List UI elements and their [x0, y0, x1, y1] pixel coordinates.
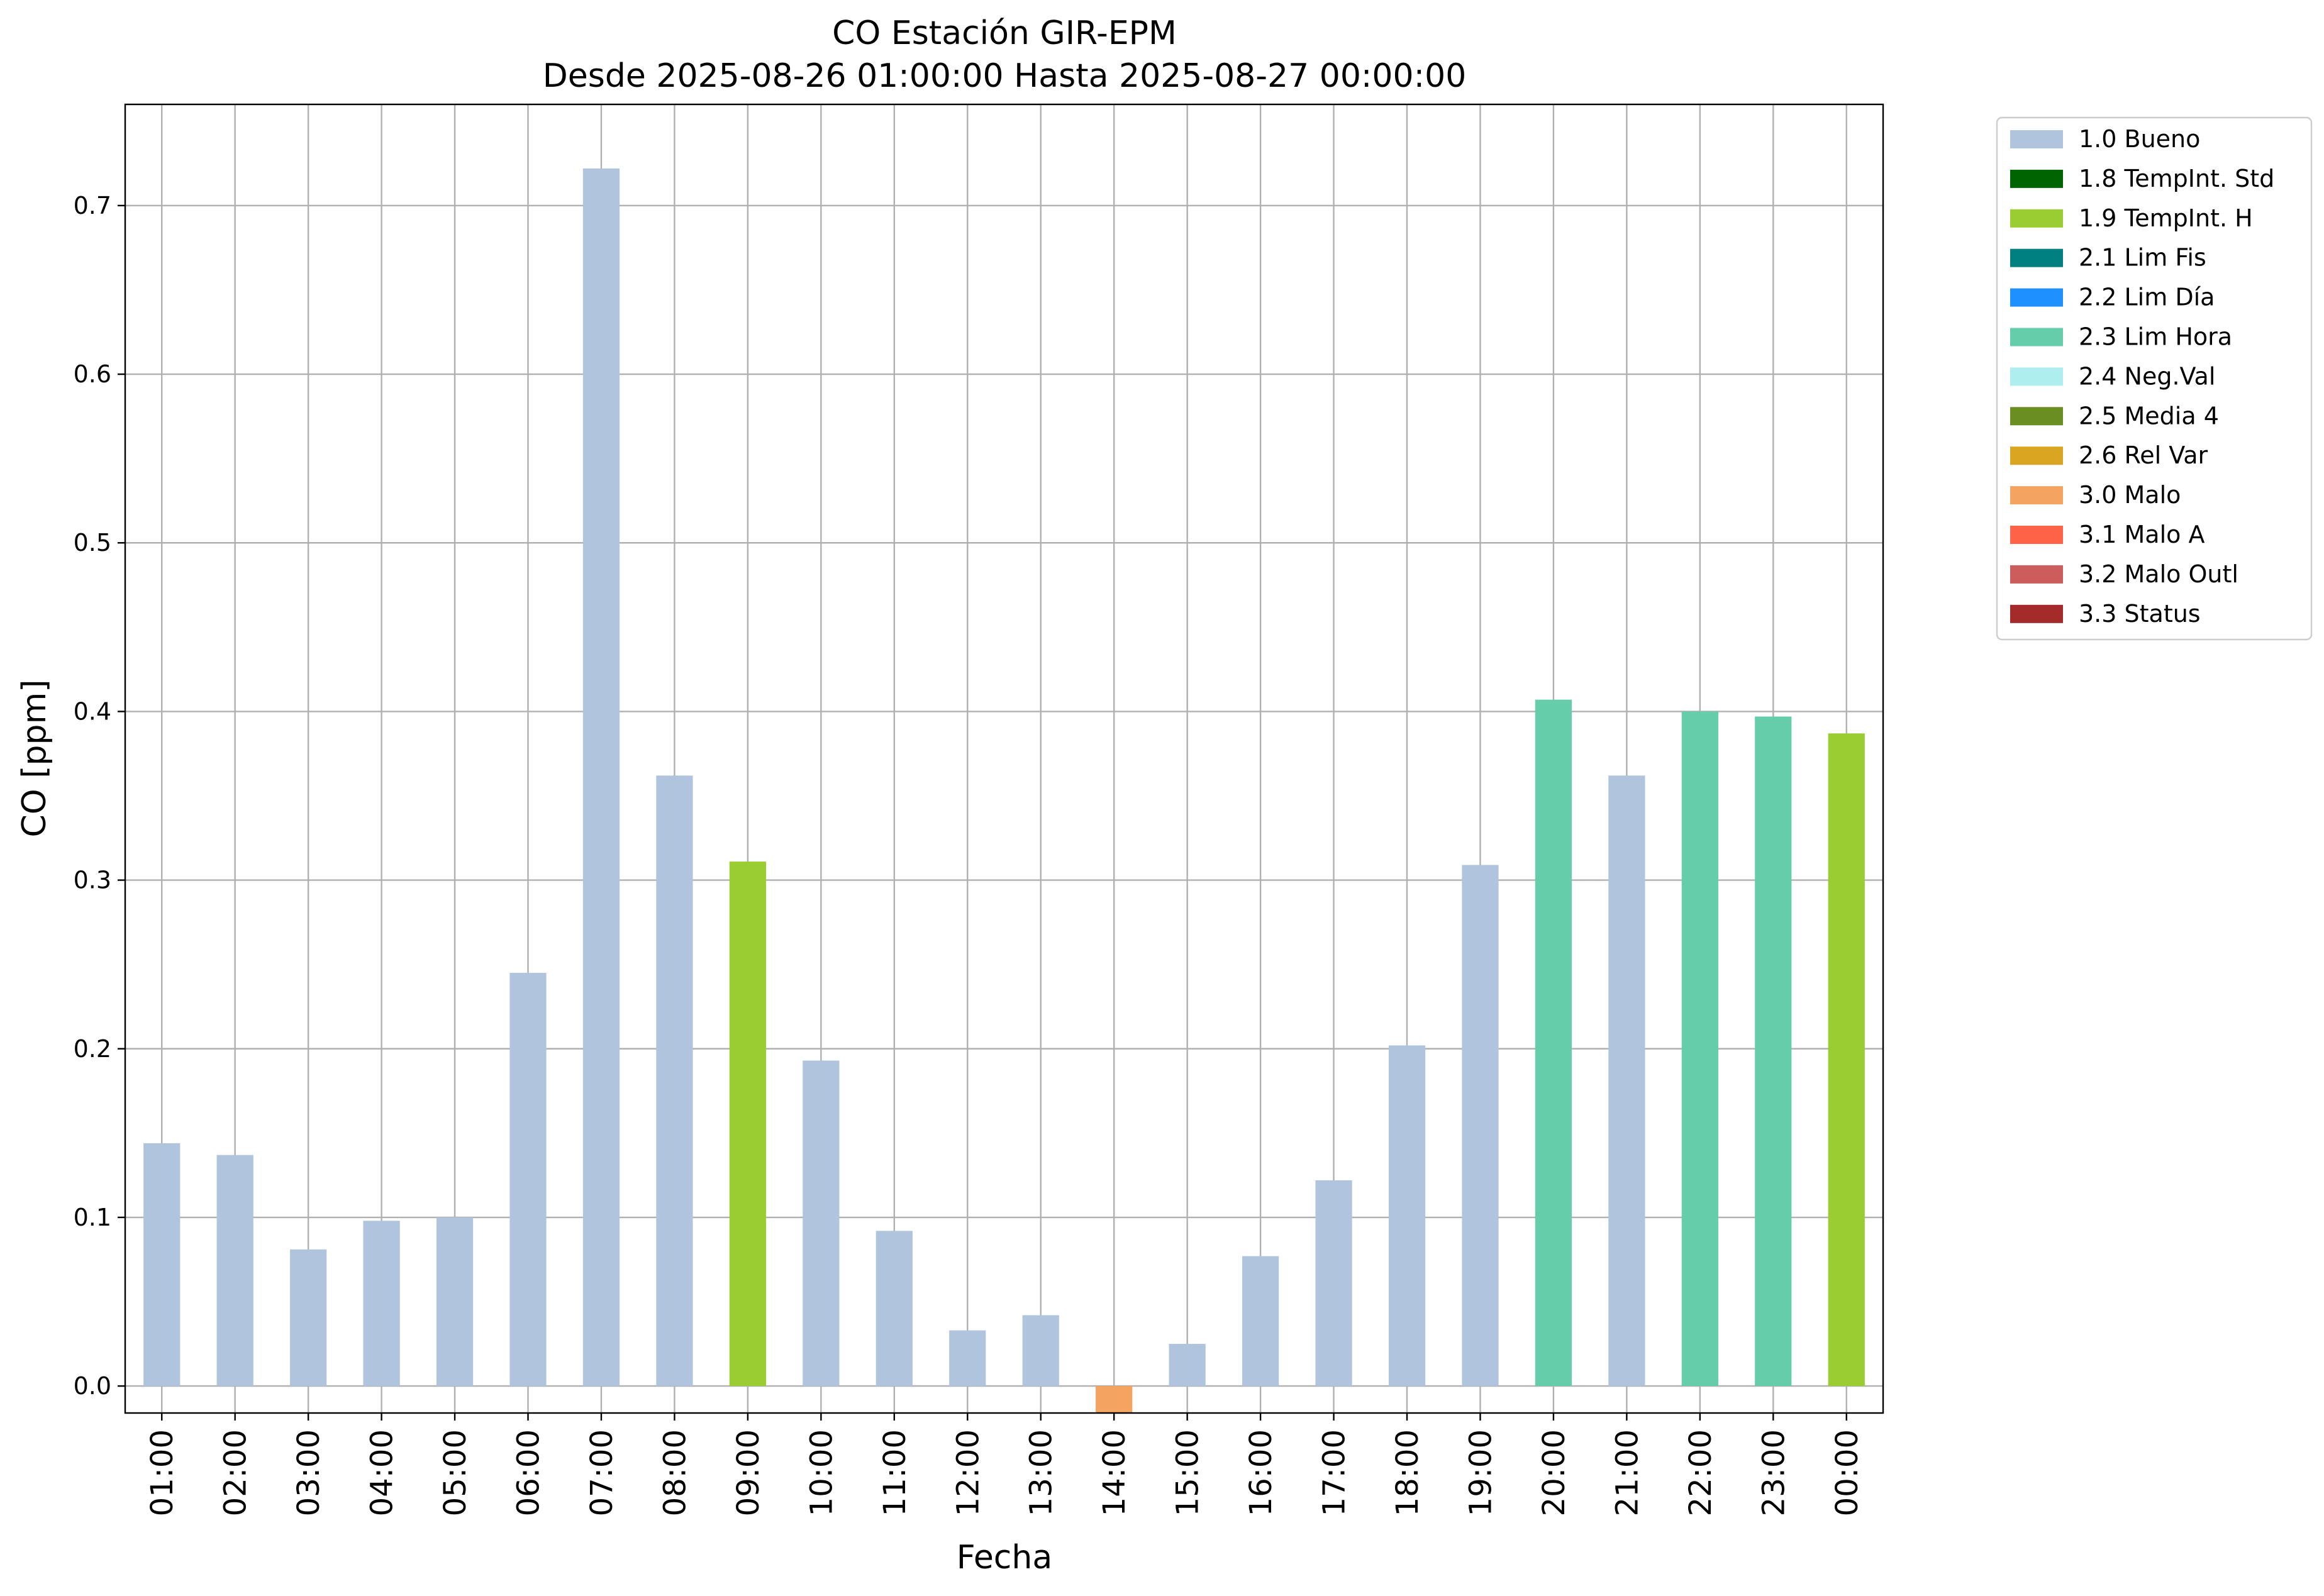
bar-1600 — [1242, 1256, 1279, 1387]
plot-frame — [124, 103, 1884, 1414]
bar-1100 — [876, 1231, 913, 1387]
x-tick-label: 17:00 — [1317, 1429, 1352, 1516]
y-tick-label: 0.4 — [74, 697, 111, 725]
y-tick-label: 0.6 — [74, 360, 111, 388]
bar-0100 — [143, 1143, 181, 1387]
y-tick-label: 0.1 — [74, 1204, 111, 1231]
legend-frame — [1996, 116, 2313, 641]
y-axis-label: CO [ppm] — [16, 679, 53, 837]
legend-label: 2.6 Rel Var — [2079, 441, 2208, 469]
legend-swatch — [2010, 288, 2063, 307]
legend-swatch — [2010, 248, 2063, 267]
legend-label: 3.2 Malo Outl — [2079, 560, 2238, 588]
legend-swatch — [2010, 169, 2063, 188]
bar-2100 — [1608, 775, 1645, 1387]
legend-label: 2.1 Lim Fis — [2079, 244, 2206, 272]
legend-label: 3.3 Status — [2079, 600, 2201, 628]
bar-0300 — [290, 1249, 327, 1387]
legend-swatch — [2010, 130, 2063, 148]
bar-0900 — [729, 862, 767, 1387]
x-tick-label: 11:00 — [877, 1429, 913, 1516]
legend-label: 3.1 Malo A — [2079, 521, 2204, 548]
x-tick-label: 14:00 — [1097, 1429, 1132, 1516]
legend-label: 3.0 Malo — [2079, 481, 2181, 509]
bar-0400 — [363, 1221, 400, 1387]
x-tick-label: 06:00 — [511, 1429, 547, 1516]
bar-1700 — [1315, 1180, 1352, 1387]
x-tick-label: 10:00 — [804, 1429, 839, 1516]
y-tick-label: 0.5 — [74, 529, 111, 557]
y-tick-label: 0.3 — [74, 867, 111, 894]
x-tick-label: 15:00 — [1170, 1429, 1206, 1516]
x-tick-label: 05:00 — [438, 1429, 473, 1516]
legend-swatch — [2010, 486, 2063, 505]
legend: 1.0 Bueno 1.8 TempInt. Std 1.9 TempInt. H 2… — [1996, 116, 2313, 641]
legend-swatch — [2010, 526, 2063, 544]
chart-subtitle: Desde 2025-08-26 01:00:00 Hasta 2025-08-… — [543, 57, 1467, 95]
x-tick-label: 00:00 — [1830, 1429, 1865, 1516]
legend-swatch — [2010, 604, 2063, 623]
bar-1200 — [949, 1330, 986, 1387]
bar-1300 — [1022, 1315, 1059, 1387]
y-tick-label: 0.0 — [74, 1372, 111, 1400]
legend-label: 2.4 Neg.Val — [2079, 362, 2215, 390]
x-tick-label: 22:00 — [1683, 1429, 1718, 1516]
bar-0700 — [582, 168, 620, 1387]
x-tick-label: 20:00 — [1537, 1429, 1572, 1516]
legend-swatch — [2010, 209, 2063, 228]
bar-2200 — [1681, 711, 1718, 1387]
x-tick-label: 08:00 — [657, 1429, 692, 1516]
chart-title: CO Estación GIR-EPM — [832, 14, 1177, 52]
legend-swatch — [2010, 407, 2063, 426]
bar-1900 — [1462, 865, 1499, 1387]
bar-0000 — [1828, 733, 1865, 1387]
x-tick-label: 19:00 — [1463, 1429, 1498, 1516]
legend-label: 2.5 Media 4 — [2079, 402, 2219, 429]
x-tick-label: 12:00 — [950, 1429, 986, 1516]
bars-layer — [143, 168, 1865, 1413]
legend-swatch — [2010, 565, 2063, 584]
x-tick-label: 01:00 — [145, 1429, 180, 1516]
x-tick-label: 16:00 — [1243, 1429, 1279, 1516]
x-tick-label: 02:00 — [218, 1429, 253, 1516]
bar-0200 — [216, 1155, 253, 1387]
x-tick-label: 18:00 — [1390, 1429, 1425, 1516]
legend-swatch — [2010, 367, 2063, 386]
legend-label: 2.3 Lim Hora — [2079, 323, 2232, 351]
x-tick-label: 09:00 — [731, 1429, 766, 1516]
x-axis-label: Fecha — [957, 1539, 1052, 1577]
bar-1500 — [1169, 1344, 1206, 1387]
legend-label: 2.2 Lim Día — [2079, 284, 2215, 311]
bar-1800 — [1388, 1045, 1426, 1387]
legend-label: 1.9 TempInt. H — [2079, 204, 2253, 232]
legend-swatch — [2010, 446, 2063, 465]
bar-0800 — [656, 775, 693, 1387]
bar-1000 — [803, 1060, 840, 1387]
bar-2000 — [1535, 699, 1572, 1387]
bar-0600 — [509, 973, 547, 1387]
x-tick-label: 21:00 — [1610, 1429, 1645, 1516]
x-tick-label: 03:00 — [291, 1429, 326, 1516]
legend-swatch — [2010, 328, 2063, 346]
y-tick-label: 0.2 — [74, 1035, 111, 1063]
x-tick-label: 13:00 — [1024, 1429, 1059, 1516]
legend-label: 1.8 TempInt. Std — [2079, 165, 2274, 192]
x-tick-label: 04:00 — [365, 1429, 400, 1516]
bar-0500 — [436, 1217, 474, 1387]
bar-1400 — [1096, 1386, 1133, 1413]
x-tick-label: 07:00 — [584, 1429, 620, 1516]
y-axis-ticks: 0.0 0.1 0.2 0.3 0.4 0.5 0.6 0.7 — [74, 192, 125, 1400]
legend-label: 1.0 Bueno — [2079, 125, 2200, 153]
x-axis-ticks: 01:00 02:00 03:00 04:00 05:00 06:00 07:00 08:00… — [145, 1413, 1865, 1516]
bar-2300 — [1755, 716, 1792, 1387]
y-tick-label: 0.7 — [74, 192, 111, 219]
x-tick-label: 23:00 — [1756, 1429, 1791, 1516]
